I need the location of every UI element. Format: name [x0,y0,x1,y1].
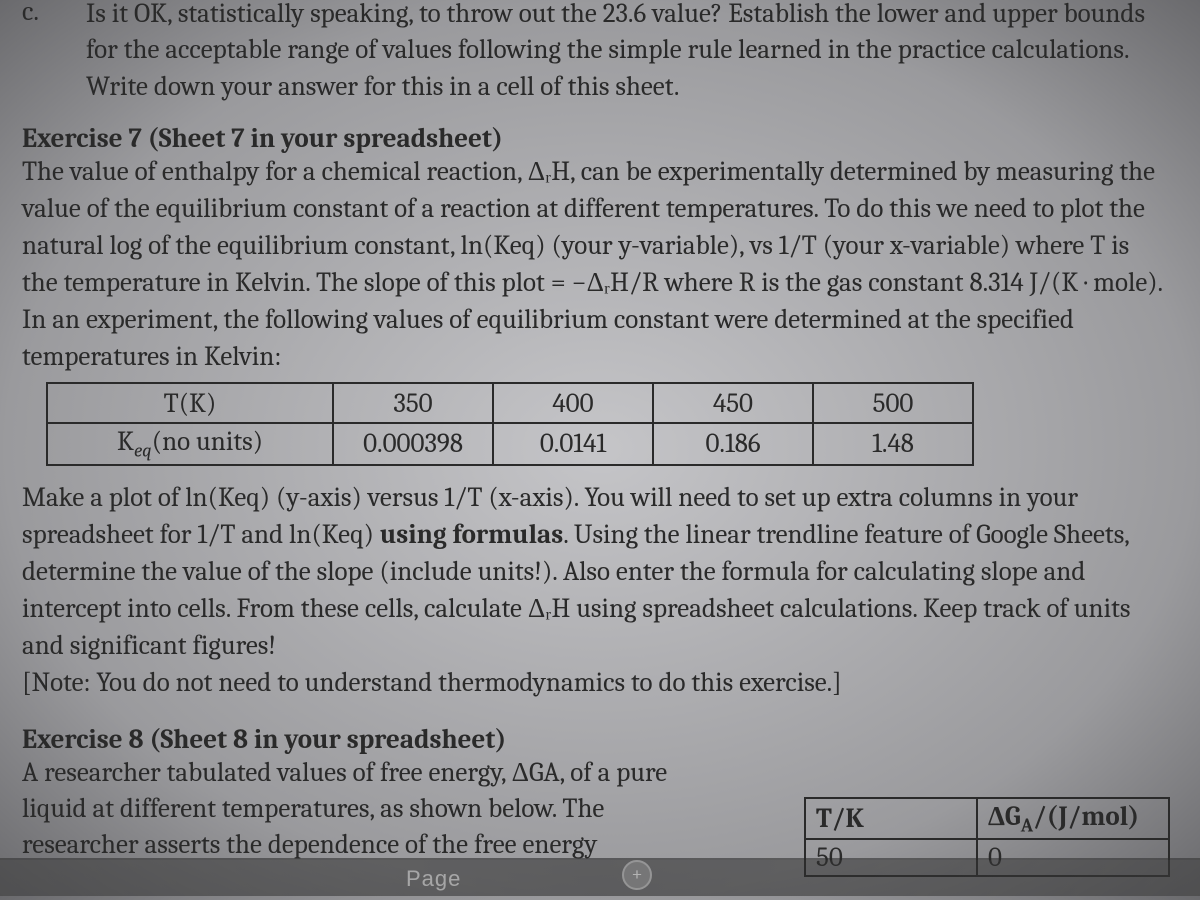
table-cell: 350 [333,383,493,423]
table-row: T(K) 350 400 450 500 [47,383,973,423]
table-row: Keq(no units) 0.000398 0.0141 0.186 1.48 [47,423,973,464]
text-line: liquid at different temperatures, as sho… [22,793,604,824]
table-header: ΔGA/(J/mol) [977,798,1169,839]
exercise-8-body: A researcher tabulated values of free en… [22,755,786,864]
table-cell: 0.000398 [333,423,493,464]
table-cell: 500 [813,383,973,423]
exercise-7-body: The value of enthalpy for a chemical rea… [22,154,1170,376]
part-c-label: c. [22,0,86,105]
table-cell: 0.186 [653,423,813,464]
table-cell: 400 [493,383,653,423]
exercise-7-note: [Note: You do not need to understand the… [22,665,1170,702]
table-cell: 450 [653,383,813,423]
text-line: researcher asserts the dependence of the… [22,829,597,860]
table-row-label: T(K) [47,383,333,423]
table-row-label: Keq(no units) [47,423,333,464]
table-cell: 1.48 [813,423,973,464]
question-part-c: c. Is it OK, statistically speaking, to … [22,0,1170,105]
table-header: T/K [805,798,977,839]
screen-edge-shadow [0,858,1200,896]
text-line: A researcher tabulated values of free en… [22,757,667,788]
exercise-7-table: T(K) 350 400 450 500 Keq(no units) 0.000… [46,382,974,465]
text-bold: using formulas [380,519,563,550]
zoom-icon[interactable]: + [622,860,652,890]
exercise-7-heading: Exercise 7 (Sheet 7 in your spreadsheet) [22,123,1170,154]
page-tab-label: Page [406,866,461,892]
exercise-8-heading: Exercise 8 (Sheet 8 in your spreadsheet) [22,724,1170,755]
exercise-7-instructions: Make a plot of ln(Keq) (y-axis) versus 1… [22,480,1170,665]
table-row: T/K ΔGA/(J/mol) [805,798,1169,839]
table-cell: 0.0141 [493,423,653,464]
part-c-text: Is it OK, statistically speaking, to thr… [86,0,1170,105]
